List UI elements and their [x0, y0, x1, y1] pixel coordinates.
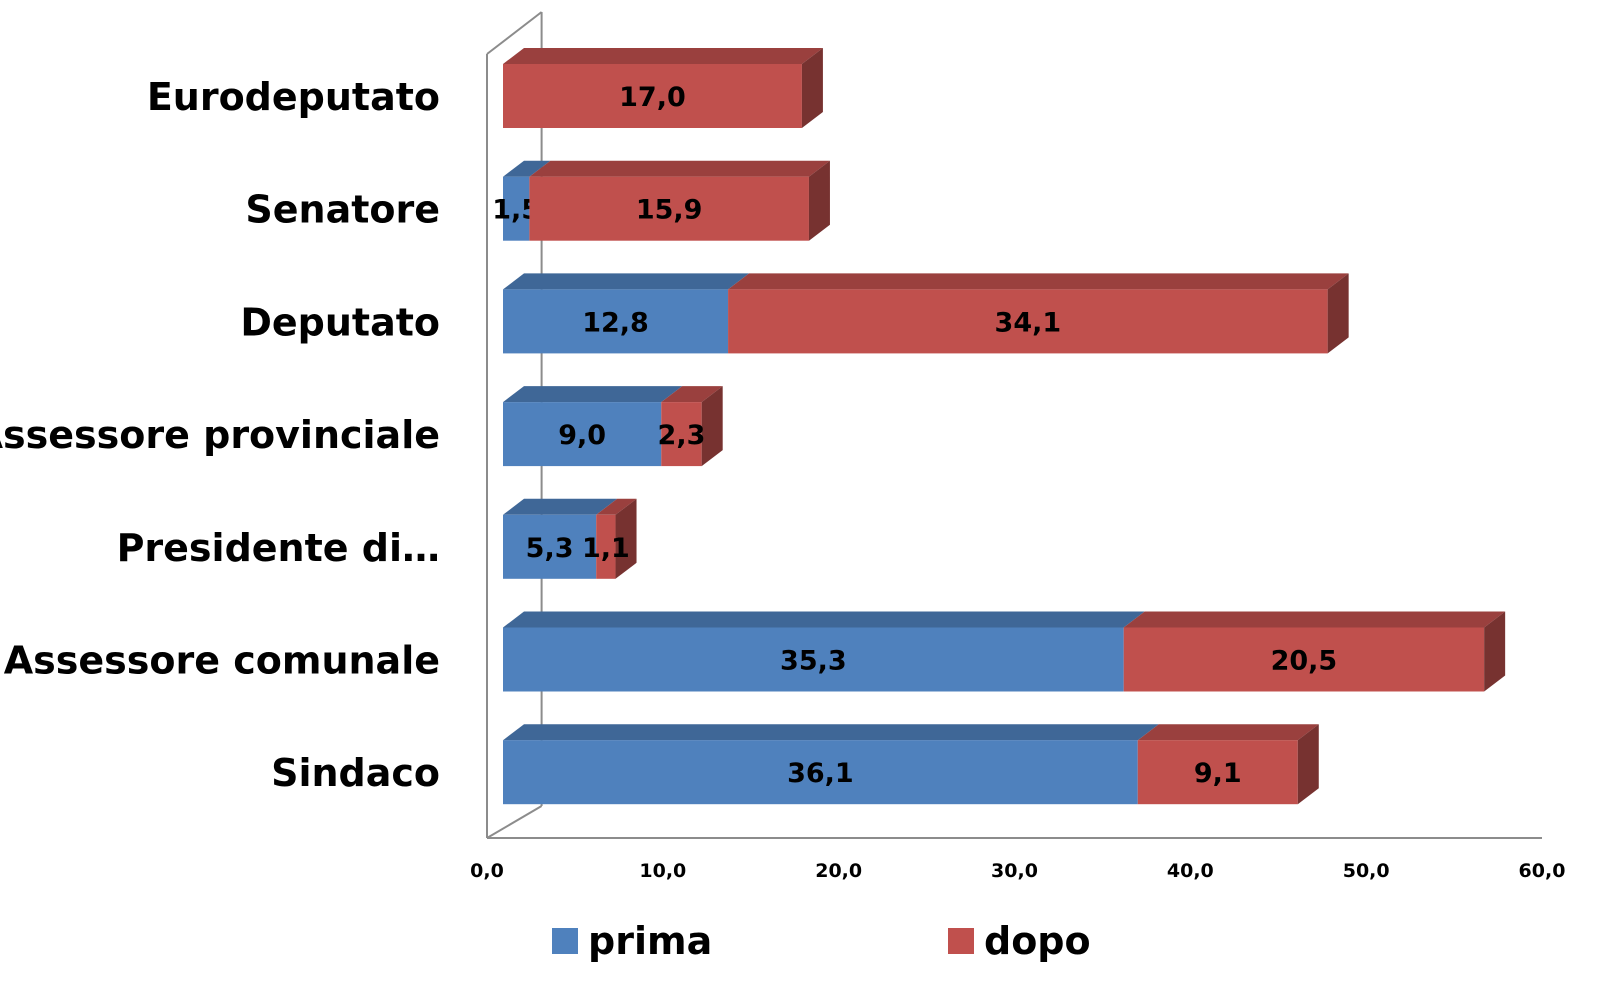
data-label-prima-5: 5,3 [526, 533, 574, 564]
legend-swatch-dopo [948, 928, 974, 954]
bar-top-face [728, 273, 1349, 290]
category-label-2: Senatore [245, 188, 440, 232]
bar-front-face [503, 289, 729, 354]
bar-prima-4 [503, 386, 683, 467]
bar-dopo-7 [1137, 724, 1319, 805]
category-label-5: Presidente di… [117, 526, 440, 570]
bar-prima-3 [503, 273, 750, 354]
x-tick-label-1: 10,0 [639, 860, 686, 882]
data-label-dopo-2: 15,9 [636, 195, 703, 226]
data-label-dopo-3: 34,1 [995, 307, 1062, 338]
bar-front-face [503, 627, 1124, 692]
category-label-1: Eurodeputato [147, 75, 440, 119]
x-tick-label-3: 30,0 [991, 860, 1038, 882]
bar-side-face [808, 160, 830, 241]
bar-front-face [1123, 627, 1485, 692]
legend-label-dopo: dopo [984, 919, 1091, 963]
bar-top-face [1137, 724, 1319, 741]
bar-top-face [503, 498, 618, 515]
data-label-prima-4: 9,0 [558, 420, 606, 451]
x-tick-labels: 0,0 10,0 20,0 30,0 40,0 50,0 60,0 [470, 860, 1565, 882]
bar-side-face [801, 48, 823, 128]
bar-front-face [529, 176, 809, 241]
bars: 17,01,5 15,912,8 34,19,0 2,35,3 1,135,3 20,53… [492, 48, 1506, 805]
bar-front-face [503, 402, 662, 467]
legend-item-prima: prima [552, 919, 712, 963]
bar-prima-7 [503, 724, 1159, 805]
bar-top-face [503, 48, 823, 64]
bar-top-face [503, 273, 750, 290]
x-tick-label-0: 0,0 [470, 860, 504, 882]
category-labels: Eurodeputato Senatore Deputato Assessore pr… [0, 75, 440, 795]
bar-top-face [503, 724, 1159, 741]
category-label-7: Sindaco [271, 751, 440, 795]
bar-dopo-6 [1123, 611, 1506, 692]
category-label-4: Assessore provinciale [0, 413, 440, 457]
data-label-dopo-1: 17,0 [619, 82, 686, 113]
data-label-dopo-6: 20,5 [1271, 646, 1338, 677]
legend-item-dopo: dopo [948, 919, 1091, 963]
bar-front-face [503, 64, 802, 128]
bar-front-face [728, 289, 1328, 354]
bar-front-face [503, 176, 530, 241]
bar-side-face [615, 498, 637, 579]
legend: prima dopo [552, 919, 1091, 963]
bar-top-face [661, 386, 723, 403]
bar-prima-2 [503, 160, 551, 241]
bar-front-face [596, 514, 616, 579]
bar-side-face [1484, 611, 1506, 692]
x-tick-label-6: 60,0 [1519, 860, 1566, 882]
bar-prima-5 [503, 498, 618, 579]
bar-front-face [661, 402, 702, 467]
bar-top-face [1123, 611, 1506, 628]
data-label-dopo-4: 2,3 [658, 420, 706, 451]
data-label-prima-3: 12,8 [582, 307, 649, 338]
data-label-prima-7: 36,1 [787, 758, 854, 789]
data-label-dopo-7: 9,1 [1194, 758, 1242, 789]
axis-top-edge [486, 11, 543, 55]
bar-dopo-4 [661, 386, 723, 467]
bar-top-face [503, 160, 551, 177]
bar-front-face [1137, 740, 1298, 805]
bar-dopo-5 [596, 498, 637, 579]
category-label-3: Deputato [240, 300, 440, 344]
x-tick-label-4: 40,0 [1167, 860, 1214, 882]
bar-front-face [503, 740, 1138, 805]
x-tick-label-2: 20,0 [815, 860, 862, 882]
bar-side-face [1327, 273, 1349, 354]
bar-dopo-2 [529, 160, 830, 241]
legend-label-prima: prima [588, 919, 712, 963]
bar-top-face [503, 611, 1145, 628]
bar-side-face [1297, 724, 1319, 805]
bar-front-face [503, 514, 597, 579]
x-tick-label-5: 50,0 [1343, 860, 1390, 882]
bar-top-face [503, 386, 683, 403]
bar-dopo-1 [503, 48, 823, 128]
data-label-prima-6: 35,3 [780, 646, 847, 677]
bar-dopo-3 [728, 273, 1349, 354]
bar-prima-6 [503, 611, 1145, 692]
bar-side-face [701, 386, 723, 467]
bar-top-face [529, 160, 830, 177]
category-label-6: Assessore comunale [4, 639, 440, 683]
bar-top-face [596, 498, 637, 515]
axis-floor-edge [486, 805, 543, 839]
data-label-dopo-5: 1,1 [582, 533, 630, 564]
legend-swatch-prima [552, 928, 578, 954]
